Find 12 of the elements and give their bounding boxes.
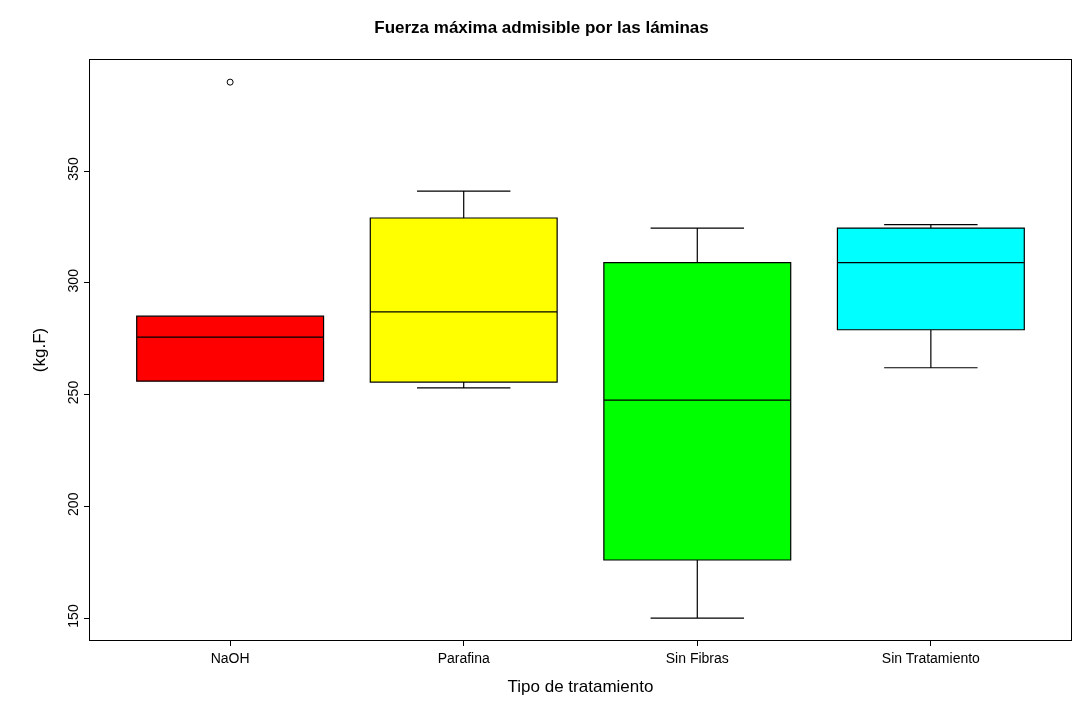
x-tick-label: Sin Tratamiento bbox=[881, 649, 981, 666]
x-tick-label: NaOH bbox=[210, 649, 250, 666]
x-axis-title: Tipo de tratamiento bbox=[507, 677, 654, 697]
y-tick-label: 200 bbox=[65, 492, 82, 516]
y-tick-label: 350 bbox=[65, 157, 82, 181]
y-axis-title: (kg.F) bbox=[29, 327, 49, 373]
y-tick-label: 250 bbox=[65, 380, 82, 405]
x-tick-label: Parafina bbox=[437, 649, 490, 666]
y-tick-label: 300 bbox=[65, 268, 82, 293]
chart-title: Fuerza máxima admisible por las láminas bbox=[374, 18, 709, 38]
y-tick-label: 150 bbox=[65, 604, 82, 628]
x-tick-label: Sin Fibras bbox=[665, 649, 729, 666]
